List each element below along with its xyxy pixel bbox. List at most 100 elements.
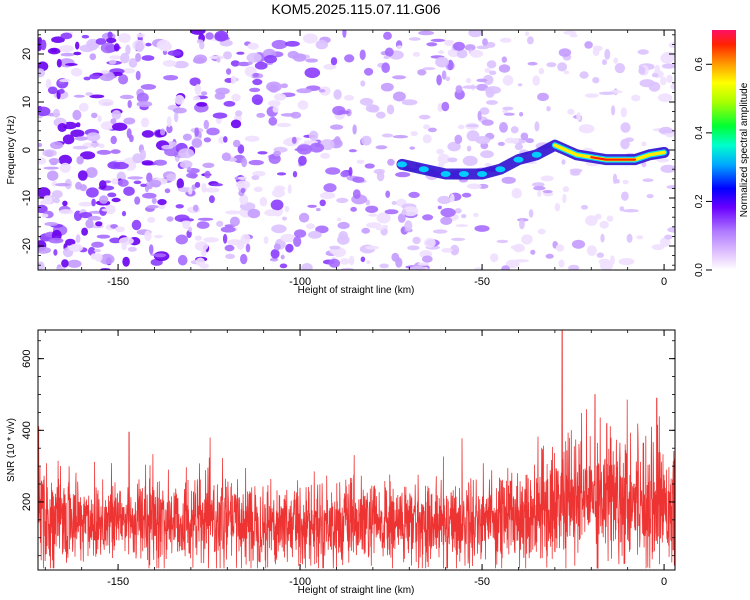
spectrogram-blob bbox=[477, 110, 482, 121]
spectrogram-blob bbox=[521, 234, 533, 245]
spectrogram-blob bbox=[447, 141, 461, 152]
spectrogram-blob bbox=[641, 161, 647, 168]
spectrogram-blob bbox=[540, 175, 554, 182]
spectrogram-blob bbox=[383, 31, 392, 40]
spectrogram-blob bbox=[534, 121, 540, 132]
spectrogram-blob bbox=[304, 67, 321, 79]
spectrogram-blob bbox=[620, 122, 631, 133]
spectrogram-blob bbox=[646, 194, 654, 199]
spectrogram-blob bbox=[457, 124, 465, 130]
spectrogram-blob bbox=[240, 187, 246, 194]
spectrogram-blob bbox=[91, 112, 98, 119]
spectrogram-ytick-label: 20 bbox=[21, 48, 33, 60]
spectrogram-blob bbox=[417, 262, 430, 266]
spectrogram-blob bbox=[600, 233, 605, 243]
spectrogram-blob bbox=[537, 228, 546, 235]
spectrogram-blob bbox=[614, 63, 626, 74]
spectrogram-blob bbox=[455, 224, 469, 228]
spectrogram-blob bbox=[65, 63, 78, 66]
spectrogram-blob bbox=[73, 94, 85, 98]
spectrogram-blob bbox=[447, 157, 458, 163]
spectrogram-blob bbox=[408, 37, 421, 41]
spectrogram-blob bbox=[532, 182, 545, 188]
spectrogram-blob bbox=[456, 49, 468, 59]
spectrogram-blob bbox=[87, 215, 102, 221]
spectrogram-blob bbox=[118, 33, 131, 43]
spectrogram-blob bbox=[360, 256, 366, 263]
spectrogram-blob bbox=[48, 237, 64, 244]
spectrogram-blob bbox=[622, 179, 629, 185]
snr-panel: -150 -100 -50 0 200 400 600 Height of straigh… bbox=[6, 329, 676, 596]
spectrogram-blob bbox=[620, 107, 627, 118]
snr-ytick-label: 200 bbox=[21, 493, 33, 511]
spectrogram-blob bbox=[337, 234, 350, 245]
spectrogram-blob bbox=[123, 186, 135, 196]
spectrogram-blob bbox=[297, 100, 309, 110]
spectrogram-blob bbox=[273, 93, 287, 101]
spectrogram-blob bbox=[225, 253, 236, 259]
spectrogram-blob bbox=[91, 241, 104, 248]
spectrogram-xtick-label: 0 bbox=[661, 276, 667, 288]
spectrogram-blob bbox=[525, 138, 534, 144]
spectrogram-blob bbox=[153, 253, 167, 258]
spectrogram-blob bbox=[178, 148, 195, 159]
spectrogram-blob bbox=[166, 124, 173, 134]
spectrogram-blob bbox=[361, 227, 371, 234]
spectrogram-blob bbox=[401, 99, 418, 106]
spectrogram-blob bbox=[47, 170, 59, 181]
colorbar-ticks: 0.0 0.2 0.4 0.6 bbox=[694, 57, 712, 277]
spectrogram-blob bbox=[117, 179, 129, 187]
spectrogram-blob bbox=[631, 94, 641, 102]
spectrogram-blob bbox=[252, 170, 266, 177]
spectrogram-blob bbox=[412, 236, 421, 245]
spectrogram-blob bbox=[561, 159, 566, 165]
spectrogram-blob bbox=[191, 138, 203, 148]
spectrogram-blob bbox=[284, 205, 290, 213]
spectrogram-blob bbox=[339, 258, 350, 265]
colorbar-tick-label: 0.4 bbox=[694, 125, 705, 139]
spectrogram-blob bbox=[329, 247, 344, 255]
spectrogram-blob bbox=[476, 45, 490, 50]
signal-track-blob bbox=[458, 171, 469, 177]
spectrogram-blob bbox=[264, 209, 279, 217]
spectrogram-blob bbox=[271, 224, 287, 234]
spectrogram-blob bbox=[125, 44, 131, 55]
spectrogram-blob bbox=[328, 258, 341, 268]
spectrogram-blob bbox=[443, 40, 455, 44]
spectrogram-blob bbox=[571, 239, 586, 249]
spectrogram-blob bbox=[55, 183, 71, 187]
spectrogram-blob bbox=[43, 166, 59, 170]
spectrogram-blob bbox=[309, 142, 325, 153]
spectrogram-blob bbox=[511, 188, 522, 199]
spectrogram-blob bbox=[194, 127, 200, 137]
spectrogram-blob bbox=[391, 252, 400, 262]
spectrogram-blob bbox=[474, 225, 490, 232]
spectrogram-blob bbox=[177, 254, 188, 266]
spectrogram-blob bbox=[651, 244, 665, 251]
spectrogram-blob bbox=[154, 234, 163, 239]
spectrogram-blob bbox=[176, 178, 184, 190]
spectrogram-blob bbox=[65, 238, 76, 246]
spectrogram-blob bbox=[365, 199, 371, 206]
spectrogram-blob bbox=[42, 149, 57, 157]
spectrogram-blob bbox=[532, 75, 540, 86]
spectrogram-blob bbox=[329, 245, 341, 250]
spectrogram-blob bbox=[38, 246, 52, 254]
snr-ytick-label: 400 bbox=[21, 421, 33, 439]
spectrogram-blob bbox=[368, 104, 380, 113]
spectrogram-blob bbox=[109, 237, 122, 244]
spectrogram-blob bbox=[237, 144, 245, 154]
spectrogram-blob bbox=[496, 239, 509, 244]
spectrogram-blob bbox=[38, 68, 45, 78]
spectrogram-blob bbox=[660, 164, 675, 173]
spectrogram-blob bbox=[135, 41, 144, 53]
spectrogram-blob bbox=[476, 78, 488, 83]
spectrogram-blob bbox=[127, 246, 137, 252]
spectrogram-blob bbox=[131, 219, 142, 231]
spectrogram-blob bbox=[246, 52, 262, 63]
spectrogram-blob bbox=[221, 152, 231, 161]
spectrogram-blob bbox=[379, 263, 389, 269]
spectrogram-blob bbox=[146, 204, 159, 209]
spectrogram-blob bbox=[546, 62, 557, 68]
spectrogram-blob bbox=[108, 59, 117, 65]
